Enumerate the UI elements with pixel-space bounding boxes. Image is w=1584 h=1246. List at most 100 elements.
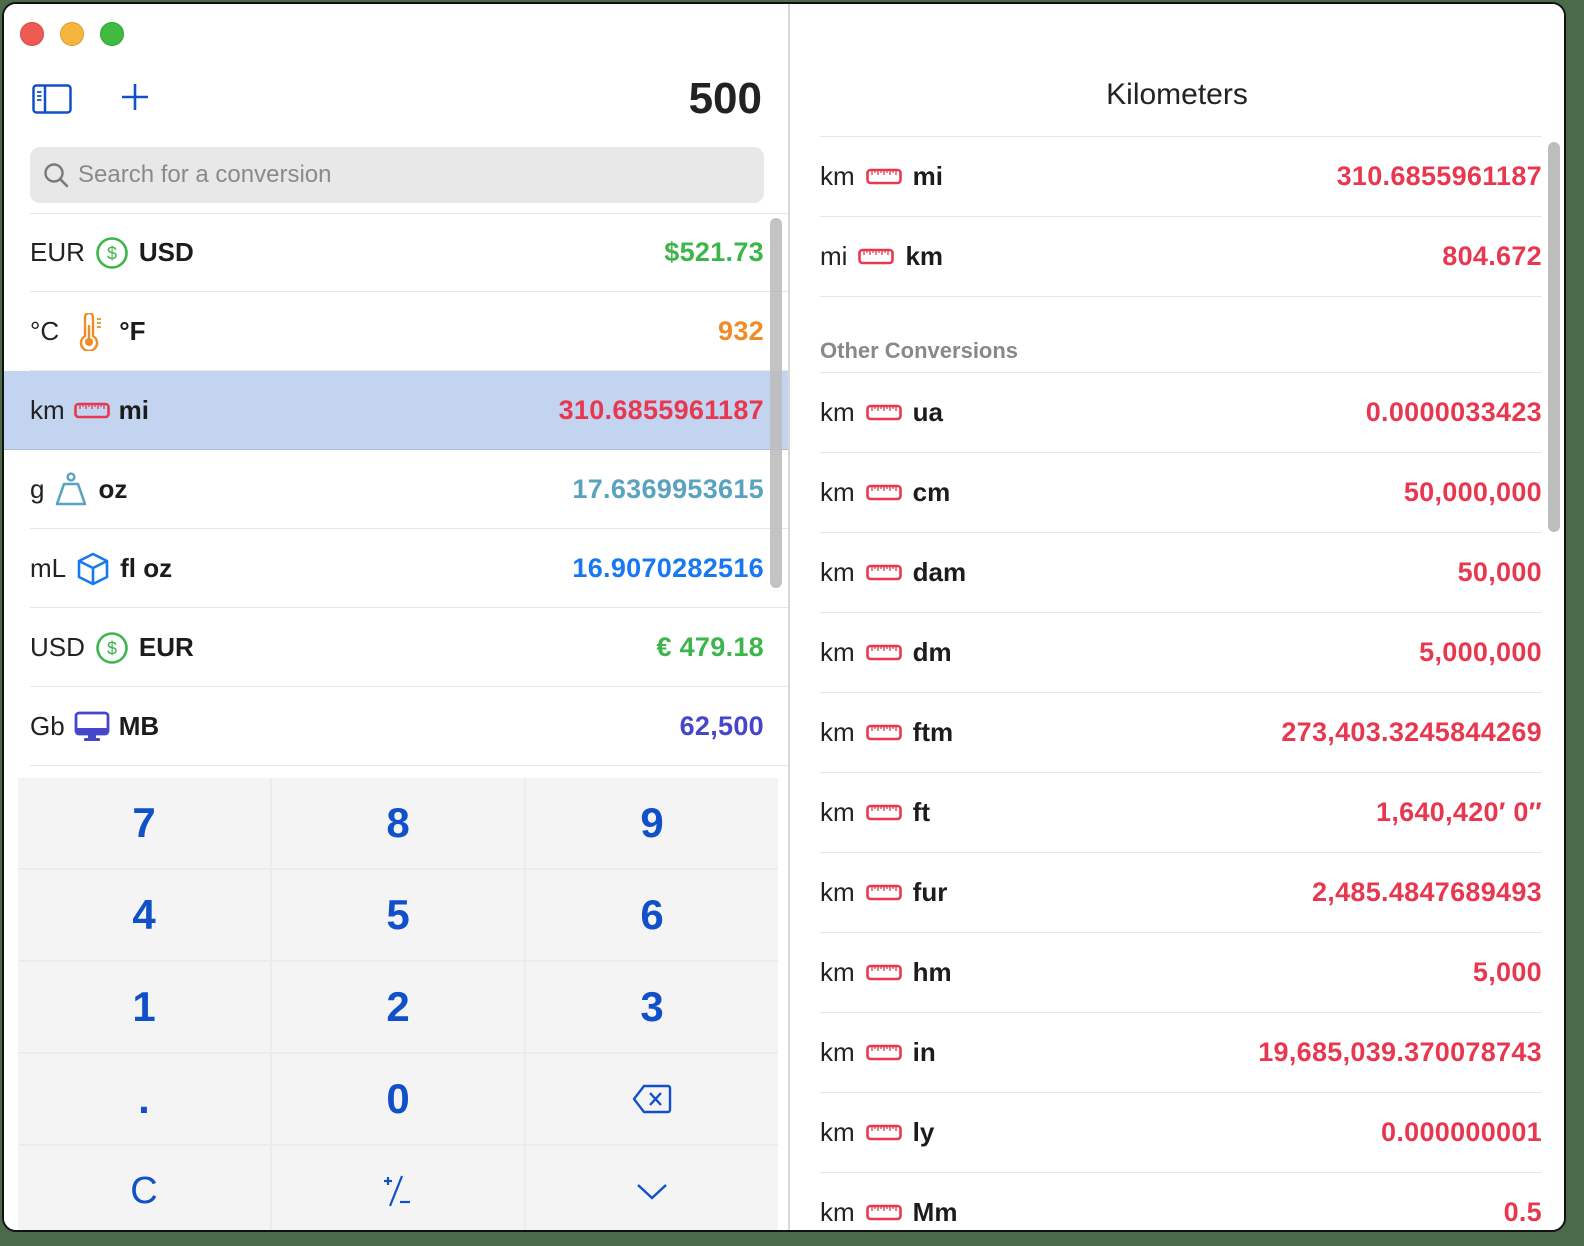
conversion-result: 5,000 [1472, 957, 1542, 987]
detail-row-km-ftm[interactable]: km ftm 273,403.3245844269 [820, 692, 1542, 772]
pane-divider[interactable] [788, 4, 790, 1230]
from-unit: USD [30, 632, 85, 662]
other-conversions-header: Other Conversions [820, 338, 1019, 363]
to-unit: EUR [138, 632, 194, 662]
backspace-icon [632, 1084, 672, 1114]
to-unit: oz [98, 474, 128, 504]
detail-row-km-cm[interactable]: km cm 50,000,000 [820, 452, 1542, 532]
numeric-keypad: 7 8 9 4 5 6 1 2 3 . 0 C [18, 778, 778, 1230]
close-window-button[interactable] [20, 22, 44, 46]
section-spacer [820, 296, 1542, 330]
toggle-sidebar-button[interactable] [32, 84, 72, 114]
ruler-icon [857, 238, 895, 276]
detail-row-km-ft[interactable]: km ft 1,640,420′ 0″ [820, 772, 1542, 852]
collapse-keypad-button[interactable] [526, 1146, 778, 1230]
to-unit: ly [912, 1117, 935, 1147]
conversion-row-gb-mb[interactable]: Gb MB 62,500 [4, 687, 788, 766]
conversion-row-km-mi[interactable]: km mi 310.6855961187 [4, 371, 788, 450]
key-0[interactable]: 0 [272, 1054, 524, 1144]
from-unit: Gb [30, 711, 65, 741]
conversion-row-c-f[interactable]: °C °F 932 [4, 292, 788, 371]
detail-scrollbar[interactable] [1548, 142, 1560, 532]
detail-row-km-mi[interactable]: km mi 310.6855961187 [820, 136, 1542, 216]
key-7[interactable]: 7 [18, 778, 270, 868]
from-unit: km [820, 1117, 855, 1147]
ruler-icon [865, 1034, 903, 1072]
detail-row-km-hm[interactable]: km hm 5,000 [820, 932, 1542, 1012]
detail-row-km-ly[interactable]: km ly 0.000000001 [820, 1092, 1542, 1172]
to-unit: hm [912, 957, 952, 987]
detail-row-km-dam[interactable]: km dam 50,000 [820, 532, 1542, 612]
conversion-row-ml-floz[interactable]: mL fl oz 16.9070282516 [4, 529, 788, 608]
from-unit: km [820, 957, 855, 987]
key-5[interactable]: 5 [272, 870, 524, 960]
list-divider [30, 213, 788, 214]
key-8[interactable]: 8 [272, 778, 524, 868]
from-unit: EUR [30, 237, 85, 267]
from-unit: mL [30, 553, 67, 583]
conversion-result: € 479.18 [656, 632, 764, 662]
svg-text:$: $ [107, 243, 117, 263]
key-2[interactable]: 2 [272, 962, 524, 1052]
from-unit: km [820, 1037, 855, 1067]
ruler-icon [865, 954, 903, 992]
from-unit: km [820, 1197, 855, 1227]
from-unit: g [30, 474, 45, 504]
to-unit: USD [138, 237, 194, 267]
conversion-result: 62,500 [679, 711, 764, 741]
detail-row-km-in[interactable]: km in 19,685,039.370078743 [820, 1012, 1542, 1092]
detail-row-km-ua[interactable]: km ua 0.0000033423 [820, 372, 1542, 452]
ruler-icon [865, 874, 903, 912]
minimize-window-button[interactable] [60, 22, 84, 46]
conversion-row-eur-usd[interactable]: EUR $ USD $521.73 [4, 213, 788, 292]
to-unit: cm [912, 477, 951, 507]
conversion-result: $521.73 [664, 237, 764, 267]
search-field[interactable] [30, 147, 764, 203]
ruler-icon [865, 794, 903, 832]
conversion-result: 50,000,000 [1403, 477, 1542, 507]
ruler-icon [865, 1114, 903, 1152]
detail-row-mi-km[interactable]: mi km 804.672 [820, 216, 1542, 296]
conversion-result: 5,000,000 [1419, 637, 1542, 667]
list-scrollbar[interactable] [770, 218, 782, 588]
dollar-circle-icon: $ [93, 629, 131, 667]
to-unit: dm [912, 637, 952, 667]
detail-row-km-dm[interactable]: km dm 5,000,000 [820, 612, 1542, 692]
conversion-result: 17.6369953615 [572, 474, 764, 504]
detail-title: Kilometers [1106, 78, 1248, 111]
conversion-row-usd-eur[interactable]: USD $ EUR € 479.18 [4, 608, 788, 687]
monitor-icon [73, 708, 111, 746]
ruler-icon [865, 158, 903, 196]
negate-button[interactable] [272, 1146, 524, 1230]
toolbar: 500 [30, 74, 762, 124]
maximize-window-button[interactable] [100, 22, 124, 46]
from-unit: km [820, 877, 855, 907]
from-unit: km [820, 797, 855, 827]
key-9[interactable]: 9 [526, 778, 778, 868]
key-6[interactable]: 6 [526, 870, 778, 960]
detail-row-km-fur[interactable]: km fur 2,485.4847689493 [820, 852, 1542, 932]
svg-text:$: $ [107, 638, 117, 658]
from-unit: °C [30, 316, 60, 346]
to-unit: Mm [912, 1197, 958, 1227]
conversion-row-g-oz[interactable]: g oz 17.6369953615 [4, 450, 788, 529]
detail-row-km-mm[interactable]: km Mm 0.5 [820, 1172, 1542, 1230]
clear-button[interactable]: C [18, 1146, 270, 1230]
search-input[interactable] [78, 161, 718, 189]
input-value-display: 500 [688, 74, 762, 123]
from-unit: km [820, 477, 855, 507]
key-decimal[interactable]: . [18, 1054, 270, 1144]
to-unit: in [912, 1037, 936, 1067]
add-conversion-button[interactable] [120, 82, 150, 112]
key-3[interactable]: 3 [526, 962, 778, 1052]
key-1[interactable]: 1 [18, 962, 270, 1052]
conversion-result: 932 [718, 316, 764, 346]
window-controls [20, 22, 124, 46]
to-unit: km [905, 241, 944, 271]
conversion-result: 1,640,420′ 0″ [1376, 797, 1542, 827]
conversion-result: 19,685,039.370078743 [1258, 1037, 1542, 1067]
backspace-button[interactable] [526, 1054, 778, 1144]
ruler-icon [865, 634, 903, 672]
plus-icon [122, 84, 148, 110]
key-4[interactable]: 4 [18, 870, 270, 960]
